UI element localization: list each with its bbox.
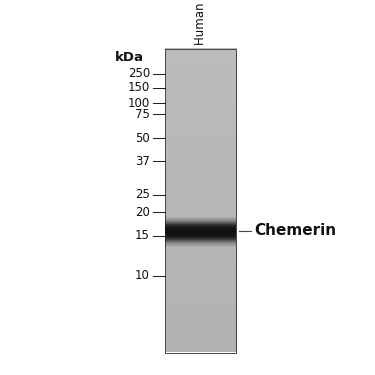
- Text: 250: 250: [128, 67, 150, 80]
- Text: 100: 100: [128, 97, 150, 109]
- Text: 50: 50: [135, 132, 150, 144]
- Text: 150: 150: [128, 81, 150, 94]
- Bar: [165, 49, 236, 352]
- Text: Human Kidney: Human Kidney: [194, 0, 207, 45]
- Text: 25: 25: [135, 188, 150, 201]
- Text: Chemerin: Chemerin: [254, 224, 336, 238]
- Text: 10: 10: [135, 270, 150, 282]
- Text: 20: 20: [135, 206, 150, 219]
- Text: kDa: kDa: [115, 51, 144, 64]
- Text: 15: 15: [135, 230, 150, 242]
- Text: 75: 75: [135, 108, 150, 120]
- Text: 37: 37: [135, 154, 150, 168]
